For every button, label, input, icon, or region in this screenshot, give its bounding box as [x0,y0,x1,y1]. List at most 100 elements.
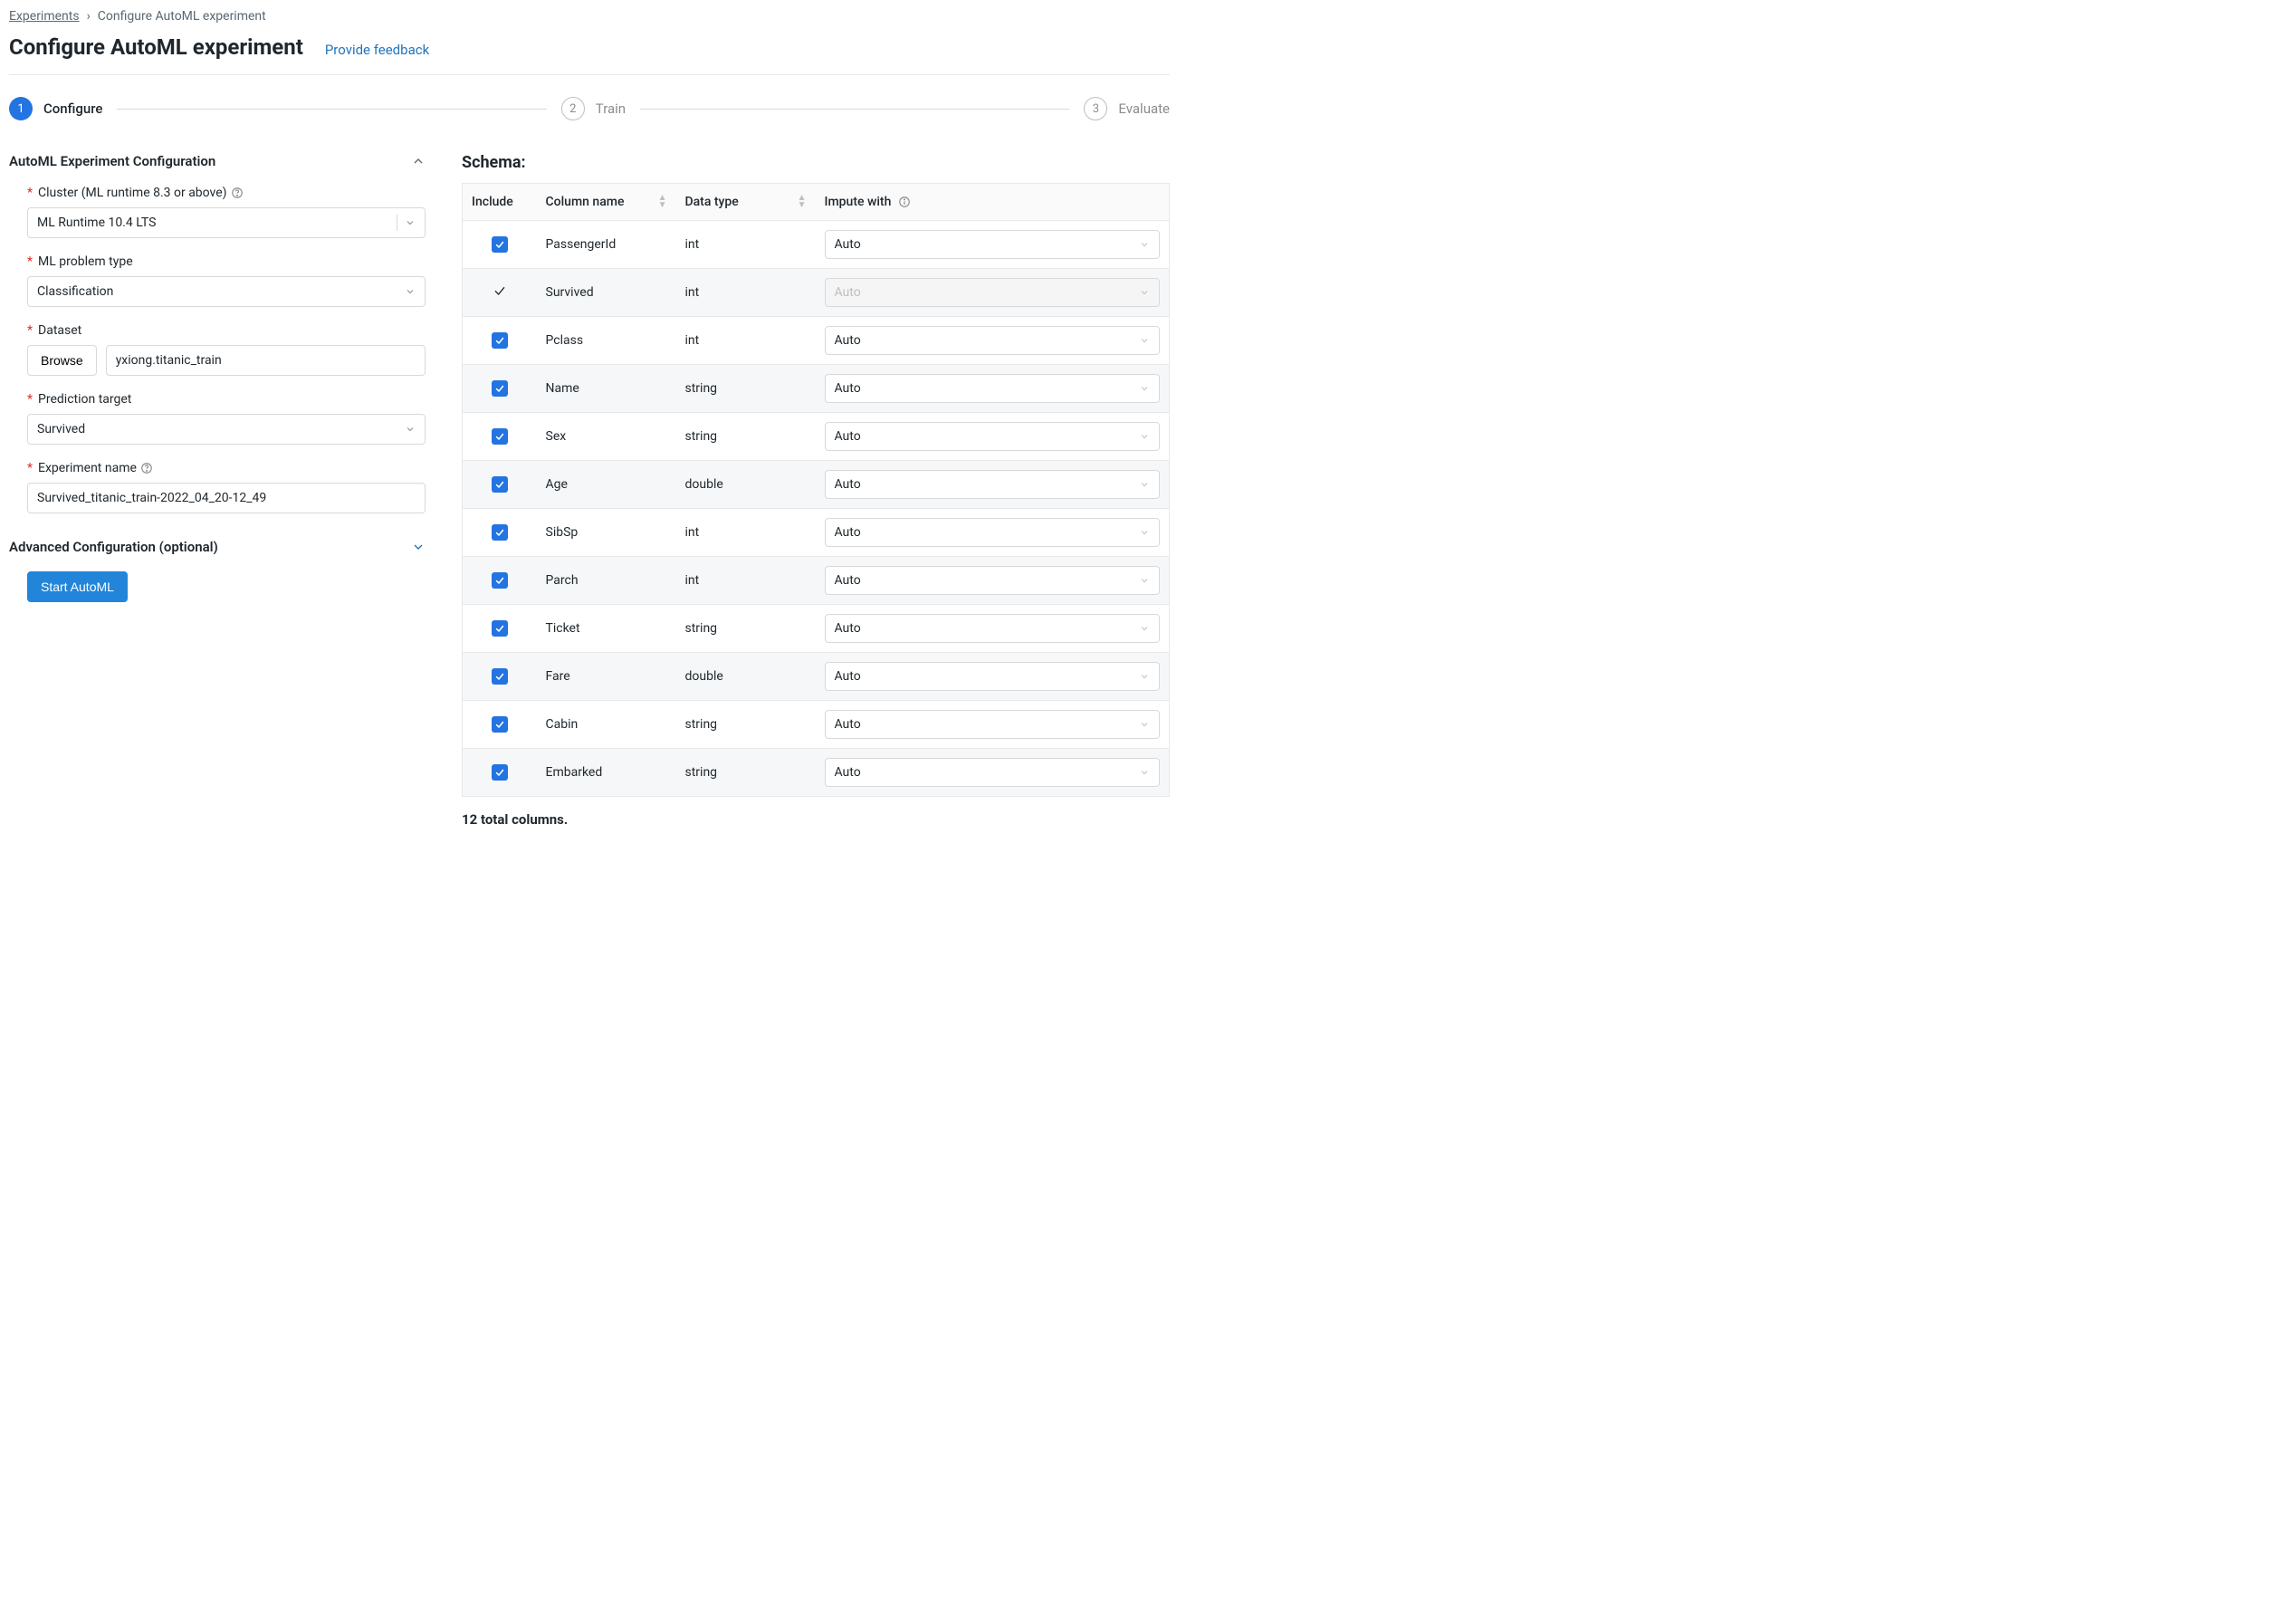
column-name-cell: Survived [537,269,676,317]
cluster-value: ML Runtime 10.4 LTS [37,216,156,230]
column-name-cell: Age [537,461,676,509]
impute-select[interactable]: Auto [825,374,1161,403]
step-1-badge: 1 [9,97,33,120]
impute-select[interactable]: Auto [825,518,1161,547]
provide-feedback-link[interactable]: Provide feedback [325,42,429,58]
step-2-badge: 2 [561,97,585,120]
impute-select[interactable]: Auto [825,758,1161,787]
step-3-badge: 3 [1084,97,1107,120]
impute-select[interactable]: Auto [825,230,1161,259]
table-row: Faredouble Auto [463,653,1170,701]
table-row: Agedouble Auto [463,461,1170,509]
advanced-section-title: Advanced Configuration (optional) [9,539,218,555]
include-checkbox[interactable] [492,668,508,685]
column-name-cell: Fare [537,653,676,701]
problem-type-value: Classification [37,284,113,299]
schema-title: Schema: [462,153,1170,172]
table-row: SurvivedintAuto [463,269,1170,317]
column-name-cell: Pclass [537,317,676,365]
include-checkbox[interactable] [492,764,508,781]
data-type-cell: double [676,461,816,509]
dataset-input[interactable]: yxiong.titanic_train [106,345,426,376]
column-name-cell: PassengerId [537,221,676,269]
table-row: PassengerIdint Auto [463,221,1170,269]
chevron-down-icon [405,286,416,297]
config-section-title: AutoML Experiment Configuration [9,153,215,169]
include-checkbox[interactable] [492,716,508,733]
step-2-label: Train [596,101,626,117]
table-row: Namestring Auto [463,365,1170,413]
table-row: Parchint Auto [463,557,1170,605]
header-include: Include [463,184,537,221]
schema-table: Include Column name▲▼ Data type▲▼ Impute… [462,183,1170,797]
column-name-cell: Ticket [537,605,676,653]
cluster-label: *Cluster (ML runtime 8.3 or above) [27,186,426,200]
include-checkbox[interactable] [492,572,508,589]
include-checkbox[interactable] [492,428,508,445]
stepper: 1 Configure 2 Train 3 Evaluate [9,97,1170,120]
target-select[interactable]: Survived [27,414,426,445]
data-type-cell: int [676,221,816,269]
header-column-name[interactable]: Column name▲▼ [537,184,676,221]
impute-select[interactable]: Auto [825,326,1161,355]
include-checkbox[interactable] [492,476,508,493]
sort-icon: ▲▼ [658,195,667,209]
column-name-cell: Sex [537,413,676,461]
sort-icon: ▲▼ [798,195,807,209]
page-title: Configure AutoML experiment [9,34,303,60]
data-type-cell: double [676,653,816,701]
help-icon[interactable] [140,462,153,474]
browse-button[interactable]: Browse [27,345,97,376]
column-name-cell: SibSp [537,509,676,557]
include-checkbox[interactable] [492,332,508,349]
column-name-cell: Name [537,365,676,413]
include-checkbox[interactable] [492,524,508,541]
include-checkbox[interactable] [492,380,508,397]
breadcrumb-experiments-link[interactable]: Experiments [9,9,80,24]
info-icon[interactable] [898,196,911,208]
include-checkbox[interactable] [492,620,508,637]
experiment-name-label: *Experiment name [27,461,426,475]
step-1-label: Configure [43,101,102,117]
impute-select[interactable]: Auto [825,710,1161,739]
column-name-cell: Parch [537,557,676,605]
breadcrumb-current: Configure AutoML experiment [98,9,266,24]
step-divider [117,109,546,110]
table-row: Ticketstring Auto [463,605,1170,653]
data-type-cell: int [676,317,816,365]
total-columns: 12 total columns. [462,811,1170,828]
problem-type-label: *ML problem type [27,254,426,269]
help-icon[interactable] [231,187,244,199]
include-checkbox[interactable] [492,236,508,253]
table-row: CabinstringAuto [463,701,1170,749]
impute-select[interactable]: Auto [825,422,1161,451]
dataset-label: *Dataset [27,323,426,338]
header-impute: Impute with [816,184,1170,221]
data-type-cell: string [676,605,816,653]
impute-select[interactable]: Auto [825,566,1161,595]
data-type-cell: string [676,365,816,413]
target-label: *Prediction target [27,392,426,407]
data-type-cell: int [676,557,816,605]
impute-select[interactable]: Auto [825,662,1161,691]
table-row: SibSpintAuto [463,509,1170,557]
step-divider [640,109,1069,110]
chevron-down-icon [405,217,416,228]
header-data-type[interactable]: Data type▲▼ [676,184,816,221]
config-section-toggle[interactable]: AutoML Experiment Configuration [9,153,426,169]
advanced-section-toggle[interactable]: Advanced Configuration (optional) [9,539,426,555]
cluster-select[interactable]: ML Runtime 10.4 LTS [27,207,426,238]
start-automl-button[interactable]: Start AutoML [27,571,128,602]
impute-select[interactable]: Auto [825,470,1161,499]
impute-select[interactable]: Auto [825,614,1161,643]
chevron-down-icon [405,424,416,435]
problem-type-select[interactable]: Classification [27,276,426,307]
step-3-label: Evaluate [1118,101,1170,117]
experiment-name-input[interactable]: Survived_titanic_train-2022_04_20-12_49 [27,483,426,513]
chevron-right-icon: › [87,9,91,24]
chevron-down-icon [411,540,426,554]
data-type-cell: int [676,269,816,317]
include-locked-icon [493,287,507,302]
table-row: EmbarkedstringAuto [463,749,1170,797]
data-type-cell: string [676,749,816,797]
